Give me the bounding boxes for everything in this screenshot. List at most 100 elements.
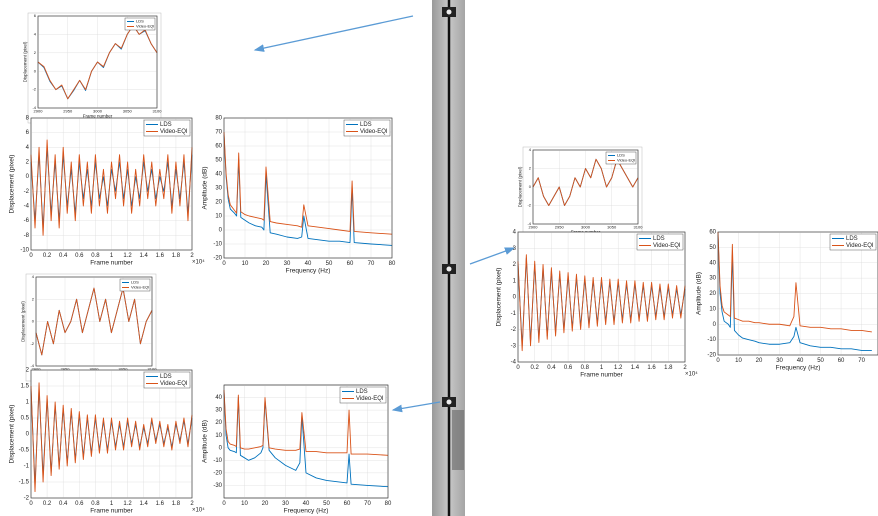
y-tick-label: 2: [34, 50, 37, 55]
x-tick-label: 0.6: [75, 253, 84, 259]
y-tick-label: 4: [32, 274, 35, 279]
y-axis-label: Amplitude (dB): [696, 272, 703, 315]
y-tick-label: -0.5: [19, 448, 30, 454]
x-tick-label: 0.6: [75, 501, 84, 507]
legend-label: LDS: [360, 122, 372, 128]
x-multiplier: ×10⁴: [192, 259, 205, 266]
x-tick-label: 70: [858, 358, 865, 364]
legend-label: LDS: [136, 19, 144, 24]
y-tick-label: -2: [30, 341, 34, 346]
x-tick-label: 60: [838, 358, 845, 364]
plot-border: [37, 15, 158, 109]
x-tick-label: 40: [303, 501, 310, 507]
series-line: [223, 134, 393, 246]
x-tick-label: 60: [344, 501, 351, 507]
series-line: [717, 231, 872, 333]
y-axis-label: Amplitude (dB): [202, 420, 209, 463]
y-tick-label: 40: [709, 260, 716, 266]
arrow: [391, 401, 441, 413]
x-tick-label: 0.8: [91, 253, 100, 259]
y-tick-label: -4: [24, 204, 30, 210]
subplot: -4 -3 -2 -1 0 1 2 3 4 0 0.2 0.4 0.6 0.8 1 1.2 1.4 1.6 1.8 2…: [496, 230, 699, 379]
y-tick-label: 4: [529, 147, 532, 152]
y-tick-label: -8: [24, 233, 30, 239]
x-tick-label: 0.4: [547, 365, 556, 371]
y-tick-label: -4: [511, 360, 517, 366]
x-tick-label: 60: [347, 261, 354, 267]
x-axis-label: Frequency (Hz): [776, 364, 821, 371]
y-tick-label: -20: [707, 353, 716, 359]
series-line: [517, 254, 686, 352]
x-tick-label: 40: [797, 358, 804, 364]
y-axis-label: Amplitude (dB): [202, 167, 209, 210]
x-tick-label: 1.2: [614, 365, 623, 371]
plot-border: [717, 231, 878, 356]
series-line: [35, 287, 153, 356]
y-tick-label: 0: [513, 295, 517, 301]
y-tick-label: 20: [215, 200, 222, 206]
y-tick-label: -10: [20, 248, 29, 254]
arrow: [253, 15, 414, 52]
y-tick-label: 2: [513, 262, 517, 268]
subplot: -20 -10 0 10 20 30 40 50 60 70 80 0 10 20 30 40 50 60 70 80…: [202, 116, 396, 275]
y-tick-label: -4: [527, 221, 531, 226]
x-axis-label: Frame number: [90, 259, 133, 266]
y-axis-label: Displacement (pixel): [517, 166, 522, 207]
x-tick-label: 1.8: [664, 365, 673, 371]
x-tick-label: 0.2: [531, 365, 540, 371]
series-line: [30, 382, 193, 493]
x-tick-label: 1.2: [123, 501, 132, 507]
legend-label: Video-EQI: [356, 396, 384, 402]
x-tick-label: 3100: [634, 225, 644, 230]
x-tick-label: 30: [776, 358, 783, 364]
x-axis-label: Frequency (Hz): [284, 507, 329, 514]
subplot: -30 -20 -10 0 10 20 30 40 0 10 20 30 40 50 60 70 80 Frequ…: [202, 384, 392, 514]
y-tick-label: -6: [24, 218, 30, 224]
x-tick-label: 20: [262, 501, 269, 507]
y-tick-label: 4: [26, 145, 30, 151]
x-tick-label: 30: [284, 261, 291, 267]
x-tick-label: 50: [326, 261, 333, 267]
y-tick-label: 0: [529, 184, 532, 189]
x-tick-label: 0.8: [581, 365, 590, 371]
x-tick-label: 1.4: [631, 365, 640, 371]
subplot: -10 -8 -6 -4 -2 0 2 4 6 8 0 0.2 0.4 0.6 0.8 1 1.2 1.4 1.6 1…: [9, 116, 206, 267]
legend-label: Video-EQI: [136, 24, 154, 29]
legend-label: Video-EQI: [846, 243, 874, 249]
y-tick-label: -2: [32, 87, 36, 92]
y-axis-label: Displacement (pixel): [9, 155, 16, 214]
y-tick-label: 3: [513, 246, 517, 252]
y-tick-label: 30: [709, 276, 716, 282]
x-tick-label: 1.6: [156, 253, 165, 259]
y-tick-label: 4: [34, 31, 37, 36]
y-tick-label: -2: [511, 327, 517, 333]
x-tick-label: 0.4: [59, 253, 68, 259]
y-tick-label: 60: [709, 230, 716, 236]
subplot: -2 -1.5 -1 -0.5 0 0.5 1 1.5 2 0 0.2 0.4 0.6 0.8 1 1.2 1.…: [9, 368, 206, 515]
x-tick-label: 70: [364, 501, 371, 507]
x-tick-label: 3000: [90, 367, 100, 372]
x-tick-label: 1: [110, 253, 114, 259]
x-tick-label: 3100: [148, 367, 158, 372]
x-tick-label: 0.4: [59, 501, 68, 507]
legend-label: LDS: [617, 153, 625, 158]
series-line: [223, 389, 389, 456]
x-tick-label: 2950: [63, 109, 73, 114]
x-tick-label: 0: [29, 253, 33, 259]
legend-label: LDS: [356, 389, 368, 395]
y-tick-label: 6: [34, 13, 37, 18]
x-tick-label: 2950: [61, 367, 71, 372]
y-tick-label: 2: [26, 160, 30, 166]
x-tick-label: 20: [263, 261, 270, 267]
y-tick-label: 2: [26, 368, 30, 374]
y-tick-label: 50: [215, 158, 222, 164]
x-tick-label: 3050: [607, 225, 617, 230]
y-tick-label: 0: [219, 228, 223, 234]
x-tick-label: 70: [368, 261, 375, 267]
x-tick-label: 10: [735, 358, 742, 364]
y-tick-label: 10: [215, 214, 222, 220]
y-tick-label: 6: [26, 130, 30, 136]
subplot: -4-202429002950300030503100Frame numberD…: [20, 273, 158, 382]
x-tick-label: 1.6: [156, 501, 165, 507]
